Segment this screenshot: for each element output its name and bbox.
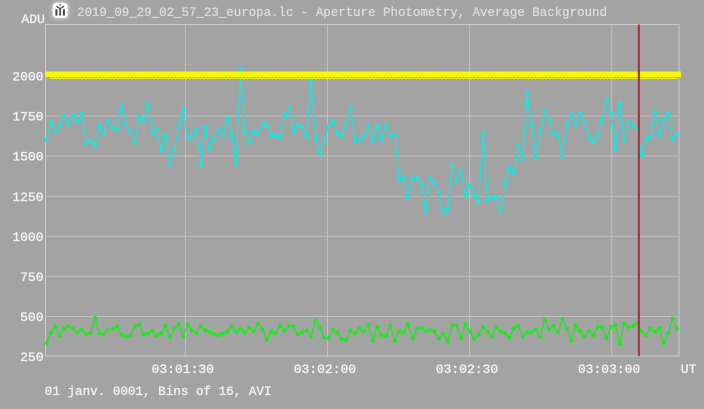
svg-text:1250: 1250 (12, 190, 43, 205)
svg-text:250: 250 (20, 350, 43, 365)
svg-text:2019_09_29_02_57_23_europa.lc: 2019_09_29_02_57_23_europa.lc - Aperture… (77, 6, 607, 20)
svg-text:1500: 1500 (12, 150, 43, 165)
svg-text:03:02:30: 03:02:30 (436, 362, 498, 377)
svg-text:500: 500 (20, 310, 43, 325)
svg-text:1750: 1750 (12, 110, 43, 125)
svg-text:ADU: ADU (21, 12, 44, 27)
svg-text:01 janv. 0001, Bins of 16, AVI: 01 janv. 0001, Bins of 16, AVI (45, 385, 272, 399)
svg-text:UT: UT (681, 362, 697, 377)
svg-text:1000: 1000 (12, 230, 43, 245)
svg-text:03:02:00: 03:02:00 (294, 362, 356, 377)
svg-text:03:01:30: 03:01:30 (152, 362, 214, 377)
svg-text:03:03:00: 03:03:00 (578, 362, 640, 377)
svg-text:2000: 2000 (12, 70, 43, 85)
svg-text:750: 750 (20, 270, 43, 285)
